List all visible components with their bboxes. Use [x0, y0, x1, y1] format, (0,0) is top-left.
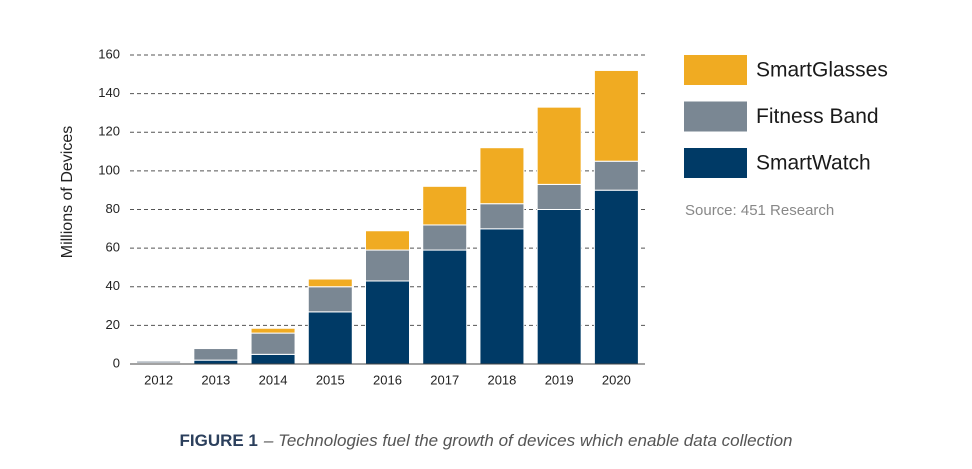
y-tick-label: 20	[106, 317, 120, 332]
y-tick-label: 100	[98, 162, 120, 177]
legend-text: SmartWatch	[756, 152, 871, 175]
y-tick-label: 140	[98, 85, 120, 100]
y-tick-label: 0	[113, 355, 120, 370]
bar-segment	[479, 203, 525, 230]
bar-segment	[536, 209, 582, 365]
x-tick-label: 2015	[316, 372, 345, 387]
x-tick-label: 2019	[545, 372, 574, 387]
bar-segment	[193, 348, 239, 361]
y-tick-label: 120	[98, 124, 120, 139]
bar-segment	[422, 249, 468, 365]
bar-segment	[365, 249, 410, 282]
bar-segment	[365, 280, 410, 365]
x-tick-label: 2014	[259, 372, 288, 387]
bar-segment	[307, 278, 353, 288]
y-tick-label: 80	[106, 201, 120, 216]
bar-segment	[479, 228, 525, 365]
bar-segment	[250, 327, 296, 334]
bar-segment	[536, 106, 582, 185]
bar-segment	[250, 332, 296, 355]
y-axis-label: Millions of Devices	[59, 126, 76, 258]
bar-segment	[479, 147, 525, 205]
x-tick-label: 2017	[430, 372, 459, 387]
bar-segment	[307, 311, 353, 365]
bar-segment	[136, 360, 182, 364]
bar-segment	[593, 160, 639, 191]
bar-segment	[536, 183, 582, 211]
caption-line: FIGURE 1 – Technologies fuel the growth o…	[179, 431, 792, 450]
bar-segment	[307, 286, 353, 313]
legend-swatch	[684, 148, 747, 178]
source: Source: 451 Research	[685, 202, 834, 219]
x-tick-label: 2016	[373, 372, 402, 387]
y-tick-label: 40	[106, 278, 120, 293]
x-tick-label: 2020	[602, 372, 631, 387]
y-tick-label: 160	[98, 46, 120, 61]
bar-segment	[193, 359, 239, 365]
bar-segment	[593, 189, 639, 365]
y-tick-label: 60	[106, 240, 120, 255]
legend-swatch	[684, 101, 747, 132]
caption: – Technologies fuel the growth of device…	[263, 431, 793, 450]
legend-text: Fitness Band	[756, 105, 879, 128]
bar-segment	[250, 353, 296, 365]
bar-segment	[422, 185, 468, 226]
x-tick-label: 2013	[201, 372, 230, 387]
bar-segment	[365, 230, 410, 251]
legend-text: SmartGlasses	[756, 59, 888, 82]
x-tick-label: 2018	[487, 372, 516, 387]
figure-label: FIGURE 1	[179, 431, 257, 450]
bar-segment	[593, 69, 639, 162]
x-tick-label: 2012	[144, 372, 173, 387]
bar-segment	[422, 224, 468, 251]
legend-swatch	[684, 55, 747, 85]
